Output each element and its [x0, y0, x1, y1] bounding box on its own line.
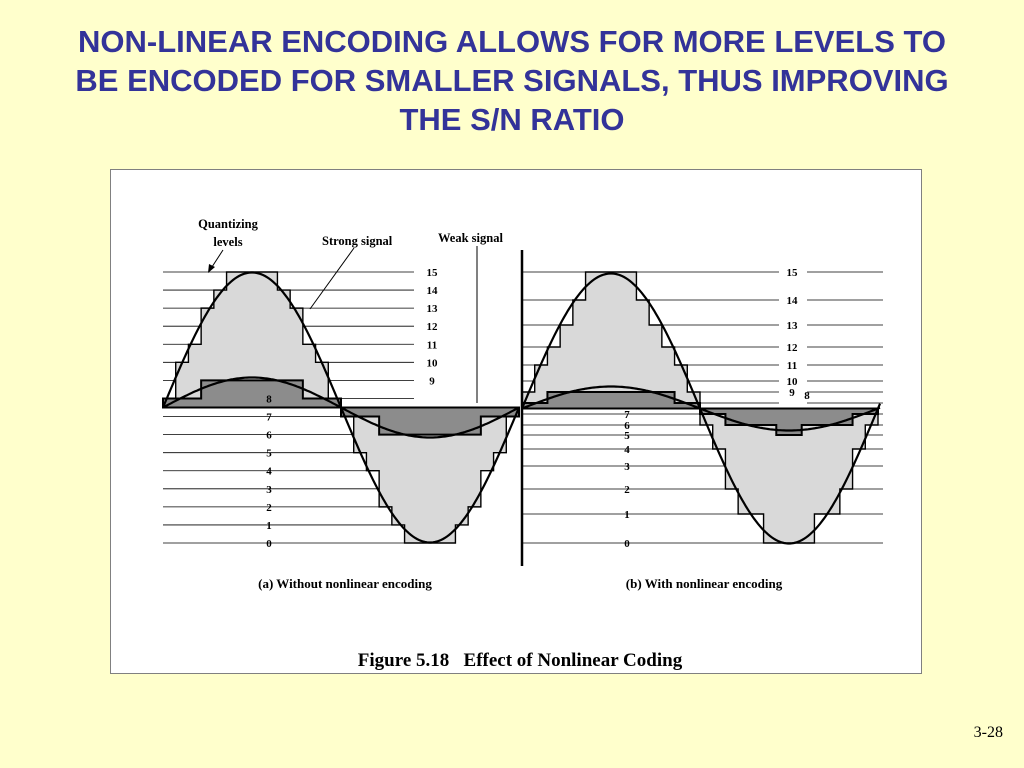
- strong-signal-curve: [520, 272, 882, 545]
- panel-b-level-label: 11: [787, 360, 797, 372]
- title-line-3: THE S/N RATIO: [399, 102, 625, 137]
- panel-a-level-label: 12: [427, 321, 439, 333]
- quantizing-levels-label-line2: levels: [213, 235, 242, 249]
- title-line-2: BE ENCODED FOR SMALLER SIGNALS, THUS IMP…: [75, 63, 949, 98]
- strong-signal-pointer: [309, 247, 355, 310]
- weak-signal-step-shape: [699, 407, 879, 436]
- panel-a-level-label: 15: [427, 267, 439, 279]
- panel-b-level-label: 2: [624, 484, 630, 496]
- panel-b-level-label: 10: [787, 376, 799, 388]
- figure-caption: Figure 5.18 Effect of Nonlinear Coding: [358, 650, 683, 671]
- panel-a-level-label: 4: [266, 466, 272, 478]
- panel-b-level-label: 1: [624, 509, 630, 521]
- panel-b-caption: (b) With nonlinear encoding: [626, 576, 783, 591]
- strong-signal-steps: [162, 271, 879, 544]
- panel-a-caption: (a) Without nonlinear encoding: [258, 576, 432, 591]
- strong-signal-step-shape: [521, 271, 701, 410]
- panel-a-level-label: 8: [266, 393, 272, 405]
- title-line-1: NON-LINEAR ENCODING ALLOWS FOR MORE LEVE…: [78, 24, 946, 59]
- panel-a-level-label: 0: [266, 538, 272, 550]
- figure-frame: 0 1 2 3 4 5 6 7 8 9 10 11 12 13 14 15 0 1 2 3 4 5 6 7 8 9 10 11 12 1…: [110, 169, 922, 674]
- panel-b-level-label: 6: [624, 420, 630, 432]
- panel-b-level-label: 0: [624, 538, 630, 550]
- panel-b-level-label: 8: [804, 390, 810, 402]
- panel-a-level-label: 7: [266, 412, 272, 424]
- strong-signal-label: Strong signal: [322, 234, 393, 248]
- weak-signal-curve: [162, 376, 520, 439]
- panel-a-level-label: 13: [427, 303, 439, 315]
- panel-b-level-label: 13: [787, 320, 799, 332]
- panel-a-level-label: 9: [429, 375, 435, 387]
- weak-signal-step-shape: [521, 391, 701, 410]
- panel-b-level-label: 3: [624, 461, 630, 473]
- panel-a-level-label: 1: [266, 520, 272, 532]
- panel-a-level-label: 3: [266, 484, 272, 496]
- panel-b-level-label: 12: [787, 342, 799, 354]
- slide-title: NON-LINEAR ENCODING ALLOWS FOR MORE LEVE…: [0, 22, 1024, 139]
- weak-signal-label: Weak signal: [438, 231, 503, 245]
- signal-curves: [161, 271, 882, 545]
- quantizing-arrow-head: [208, 264, 215, 273]
- panel-b-level-label: 14: [787, 295, 799, 307]
- panel-b-level-label: 9: [789, 387, 795, 399]
- panel-a-level-label: 10: [427, 357, 439, 369]
- panel-a-level-label: 5: [266, 448, 272, 460]
- panel-a-level-label: 11: [427, 339, 437, 351]
- panel-b-level-label: 4: [624, 444, 630, 456]
- panel-b-level-label: 15: [787, 267, 799, 279]
- panel-b-level-label: 7: [624, 409, 630, 421]
- slide-number: 3-28: [973, 724, 1003, 741]
- quantizing-levels-label-line1: Quantizing: [198, 217, 258, 231]
- weak-signal-curve: [521, 385, 881, 432]
- panel-a-level-label: 2: [266, 502, 272, 514]
- panel-a-level-label: 14: [427, 285, 439, 297]
- panel-b-level-label: 5: [624, 430, 630, 442]
- panel-a-level-label: 6: [266, 430, 272, 442]
